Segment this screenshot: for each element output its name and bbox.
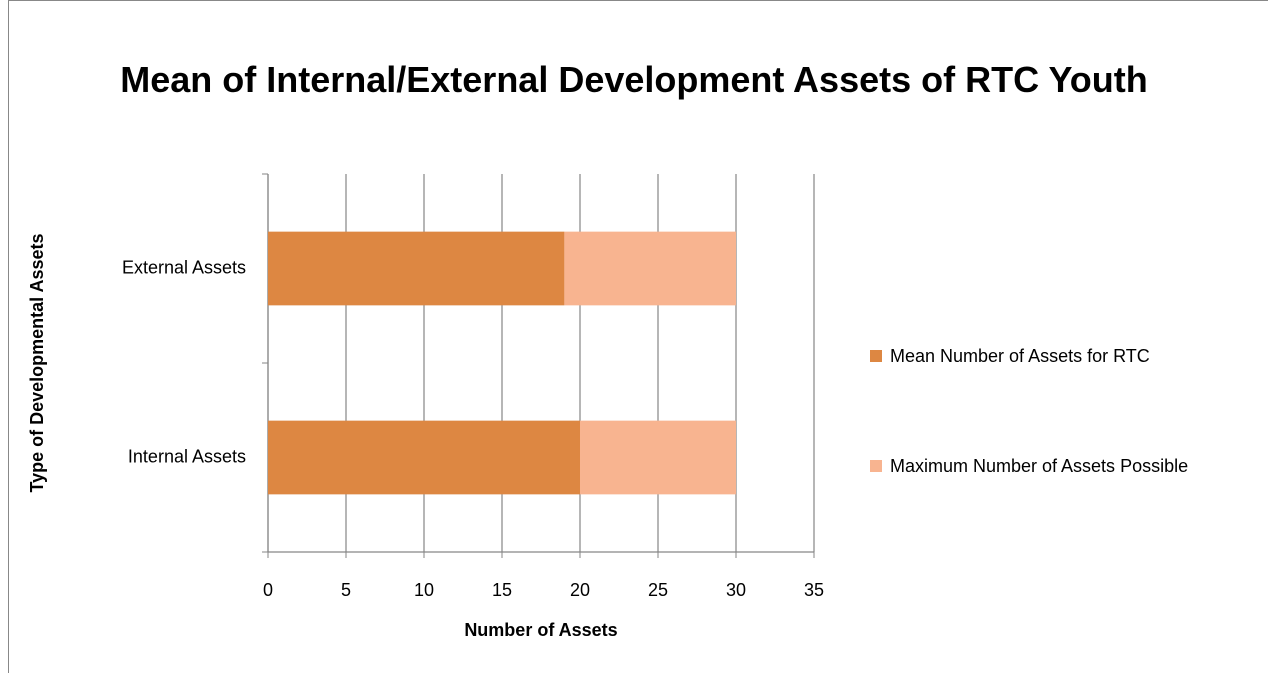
x-tick-label: 25 bbox=[648, 580, 668, 600]
bar bbox=[564, 231, 736, 306]
x-tick-label: 10 bbox=[414, 580, 434, 600]
legend-swatch bbox=[870, 350, 882, 362]
y-axis-label: Type of Developmental Assets bbox=[27, 233, 47, 492]
legend-label: Maximum Number of Assets Possible bbox=[890, 456, 1189, 476]
legend-item: Maximum Number of Assets Possible bbox=[870, 453, 1200, 479]
y-tick-label: External Assets bbox=[122, 257, 246, 277]
x-tick-label: 30 bbox=[726, 580, 746, 600]
y-tick-label: Internal Assets bbox=[128, 446, 246, 466]
legend-label: Mean Number of Assets for RTC bbox=[890, 346, 1150, 366]
bar bbox=[580, 420, 736, 495]
x-tick-label: 0 bbox=[263, 580, 273, 600]
legend-swatch bbox=[870, 460, 882, 472]
x-tick-label: 5 bbox=[341, 580, 351, 600]
x-tick-label: 15 bbox=[492, 580, 512, 600]
x-tick-label: 20 bbox=[570, 580, 590, 600]
chart-title: Mean of Internal/External Development As… bbox=[120, 59, 1148, 100]
bar bbox=[268, 420, 580, 495]
x-axis-label: Number of Assets bbox=[464, 620, 617, 640]
legend-item: Mean Number of Assets for RTC bbox=[870, 343, 1260, 369]
bar bbox=[268, 231, 565, 306]
x-tick-label: 35 bbox=[804, 580, 824, 600]
frame bbox=[8, 0, 1268, 673]
